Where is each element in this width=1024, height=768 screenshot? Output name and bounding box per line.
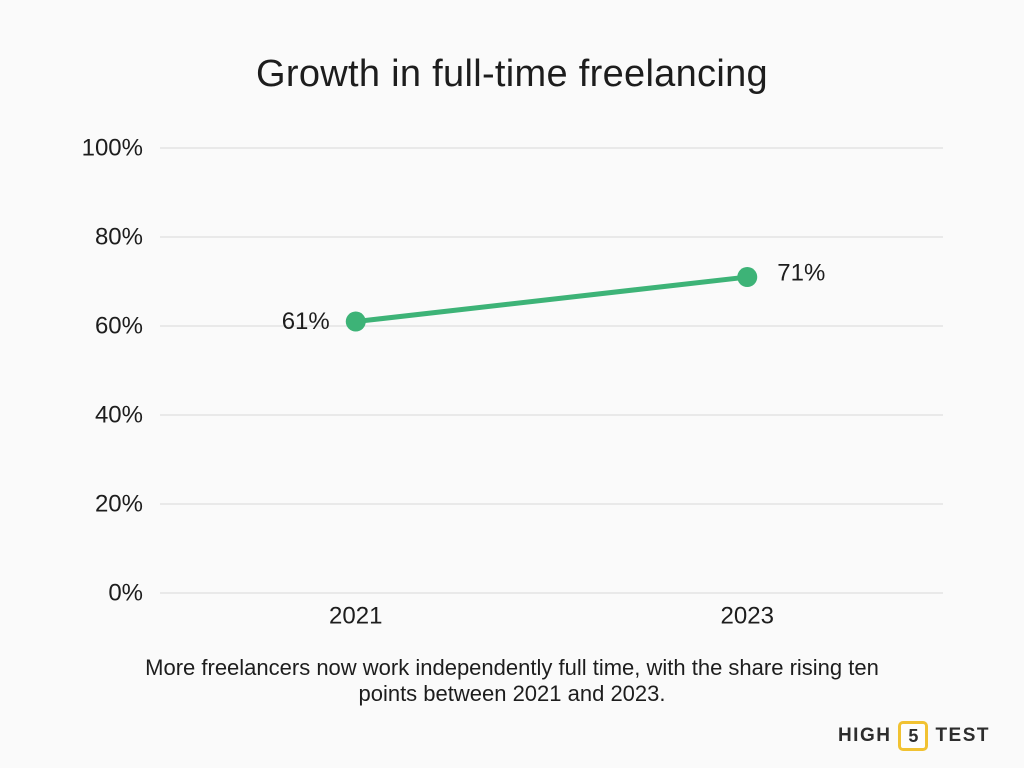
brand-logo-text-right: TEST <box>935 725 990 746</box>
y-axis-tick-label: 60% <box>95 313 143 340</box>
y-axis-tick-label: 0% <box>108 580 143 607</box>
brand-logo-text-left: HIGH <box>837 725 892 746</box>
chart-title: Growth in full-time freelancing <box>256 53 768 95</box>
y-axis-tick-label: 80% <box>95 224 143 251</box>
y-axis-tick-label: 40% <box>95 402 143 429</box>
data-point <box>737 267 758 288</box>
data-point-label: 71% <box>777 260 825 287</box>
brand-logo-boxed-digit: 5 <box>908 725 919 746</box>
x-axis-tick-label: 2023 <box>721 603 774 630</box>
chart-caption: More freelancers now work independently … <box>145 655 879 706</box>
x-axis-tick-label: 2021 <box>329 603 382 630</box>
y-axis-tick-label: 20% <box>95 491 143 518</box>
data-point <box>345 311 366 332</box>
brand-logo: HIGH 5 TEST <box>838 721 990 751</box>
brand-logo-box: 5 <box>898 721 929 751</box>
data-point-label: 61% <box>282 308 330 335</box>
y-axis-tick-label: 100% <box>82 135 143 162</box>
series-line <box>353 274 750 325</box>
